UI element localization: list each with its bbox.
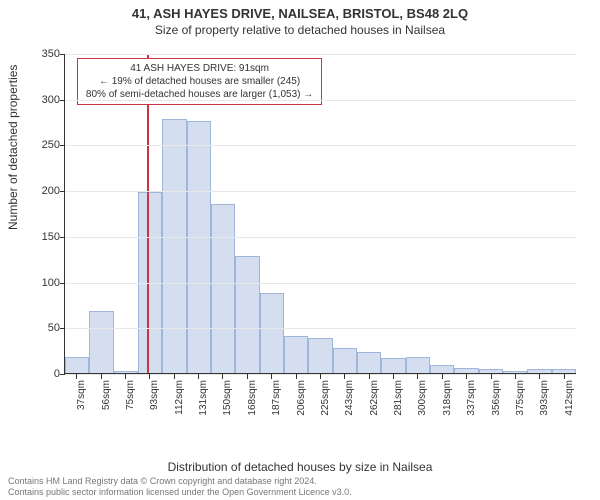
x-tick-label: 187sqm <box>271 380 282 416</box>
y-tick-label: 0 <box>20 368 60 380</box>
x-tick-label: 131sqm <box>198 380 209 416</box>
page-subtitle: Size of property relative to detached ho… <box>0 21 600 37</box>
x-tick-label: 37sqm <box>76 380 87 410</box>
x-tick-label: 412sqm <box>564 380 575 416</box>
y-tick-label: 100 <box>20 277 60 289</box>
footer-line1: Contains HM Land Registry data © Crown c… <box>8 476 352 487</box>
page-title: 41, ASH HAYES DRIVE, NAILSEA, BRISTOL, B… <box>0 0 600 21</box>
y-tick-label: 150 <box>20 231 60 243</box>
bar <box>114 371 138 373</box>
x-tick-label: 337sqm <box>466 380 477 416</box>
bar <box>552 369 576 373</box>
x-tick-label: 393sqm <box>539 380 550 416</box>
plot-area: 41 ASH HAYES DRIVE: 91sqm← 19% of detach… <box>64 54 576 374</box>
bar <box>406 357 430 373</box>
annotation-line: ← 19% of detached houses are smaller (24… <box>86 75 313 88</box>
bar <box>260 293 284 373</box>
x-tick-label: 356sqm <box>491 380 502 416</box>
bar <box>333 348 357 373</box>
grid-line <box>65 100 576 101</box>
footer: Contains HM Land Registry data © Crown c… <box>8 476 352 498</box>
bar <box>357 352 381 373</box>
grid-line <box>65 191 576 192</box>
bar <box>527 369 551 373</box>
bar <box>187 121 211 373</box>
bar <box>162 119 186 373</box>
bar <box>503 371 527 373</box>
grid-line <box>65 237 576 238</box>
bar <box>381 358 405 373</box>
x-tick-label: 150sqm <box>222 380 233 416</box>
bar <box>89 311 113 373</box>
x-tick-label: 112sqm <box>174 380 185 415</box>
x-tick-label: 281sqm <box>393 380 404 416</box>
y-axis-label: Number of detached properties <box>6 65 20 230</box>
bar <box>454 368 478 373</box>
x-tick-label: 75sqm <box>125 380 136 410</box>
annotation-line: 41 ASH HAYES DRIVE: 91sqm <box>86 62 313 75</box>
x-tick-label: 375sqm <box>515 380 526 416</box>
bar <box>211 204 235 373</box>
y-tick-label: 250 <box>20 139 60 151</box>
chart-container: 41, ASH HAYES DRIVE, NAILSEA, BRISTOL, B… <box>0 0 600 500</box>
x-tick-label: 56sqm <box>101 380 112 410</box>
grid-line <box>65 283 576 284</box>
y-tick-label: 350 <box>20 48 60 60</box>
x-tick-label: 168sqm <box>247 380 258 416</box>
x-tick-label: 206sqm <box>296 380 307 416</box>
x-tick-label: 262sqm <box>369 380 380 416</box>
x-axis-label: Distribution of detached houses by size … <box>0 460 600 474</box>
x-ticks: 37sqm 56sqm 75sqm 93sqm 112sqm 131sqm 150sqm 16… <box>64 374 576 424</box>
y-tick-label: 200 <box>20 185 60 197</box>
grid-line <box>65 145 576 146</box>
chart-area: 41 ASH HAYES DRIVE: 91sqm← 19% of detach… <box>64 54 576 424</box>
y-tick-label: 50 <box>20 322 60 334</box>
x-tick-label: 93sqm <box>149 380 160 410</box>
y-tick-label: 300 <box>20 94 60 106</box>
x-tick-label: 243sqm <box>344 380 355 416</box>
annotation-box: 41 ASH HAYES DRIVE: 91sqm← 19% of detach… <box>77 58 322 105</box>
x-tick-label: 225sqm <box>320 380 331 416</box>
bar <box>235 256 259 373</box>
footer-line2: Contains public sector information licen… <box>8 487 352 498</box>
bar <box>308 338 332 373</box>
bar <box>430 365 454 373</box>
bar <box>65 357 89 373</box>
bar <box>479 369 503 373</box>
bar <box>284 336 308 373</box>
grid-line <box>65 328 576 329</box>
x-tick-label: 300sqm <box>417 380 428 416</box>
x-tick-label: 318sqm <box>442 380 453 416</box>
grid-line <box>65 54 576 55</box>
